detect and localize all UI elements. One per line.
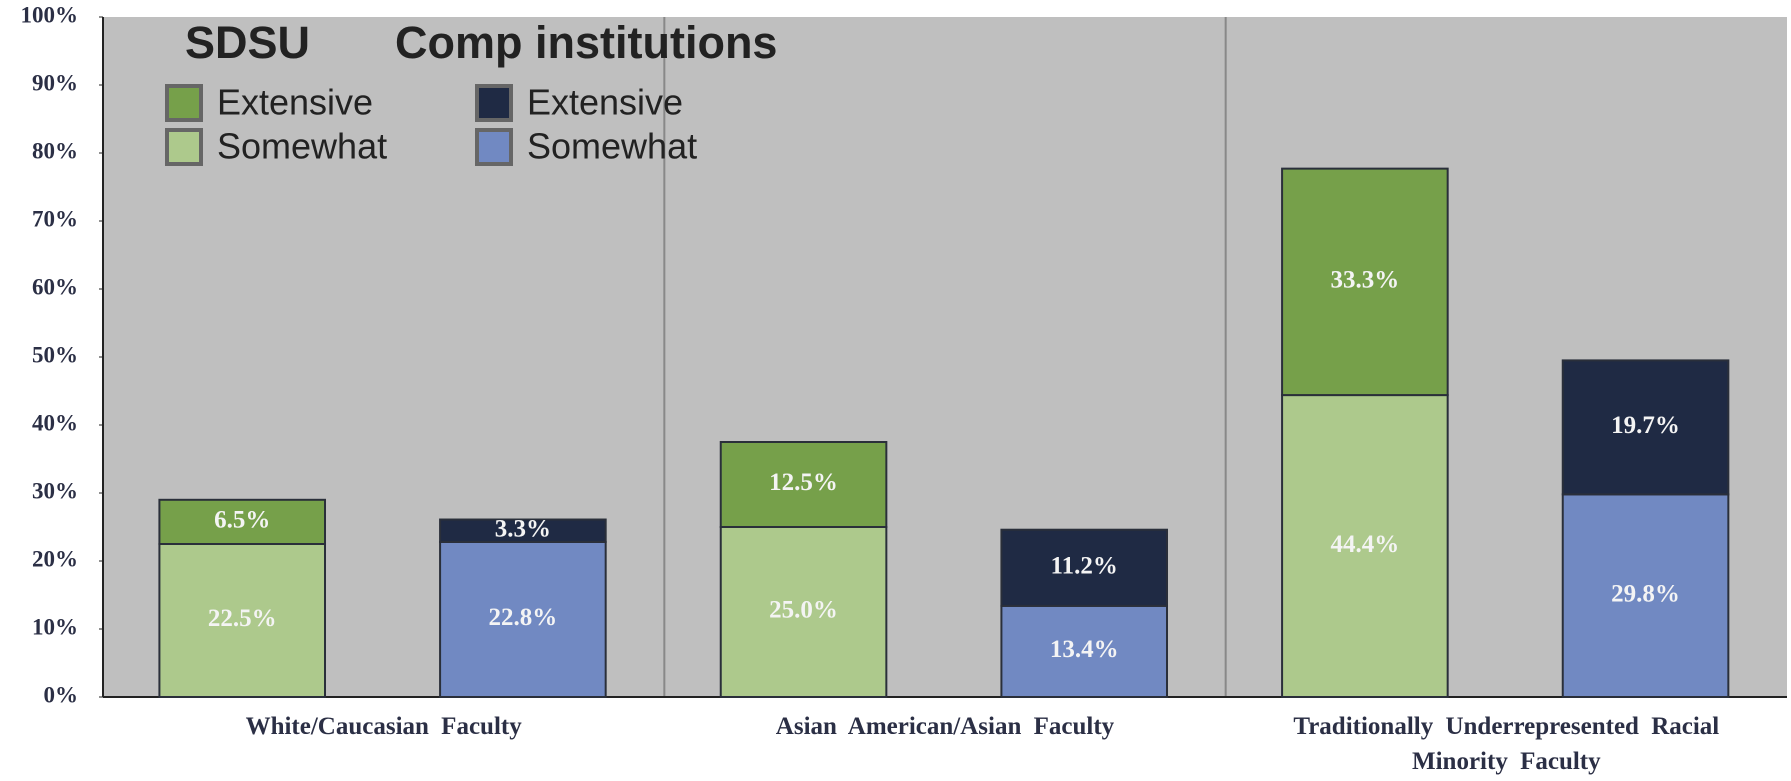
y-tick-label: 20% [32,546,78,571]
value-label: 22.8% [489,604,558,631]
value-label: 25.0% [769,597,838,624]
y-tick-label: 80% [32,138,78,163]
value-label: 33.3% [1331,267,1400,294]
value-label: 19.7% [1611,412,1680,439]
y-tick-label: 30% [32,478,78,503]
legend-header: SDSU [185,17,310,68]
bar-segment [1000,528,1169,607]
value-label: 44.4% [1331,531,1400,558]
legend-label: Somewhat [527,126,697,167]
y-tick-label: 50% [32,342,78,367]
y-tick-label: 60% [32,274,78,299]
y-tick-label: 0% [44,682,79,707]
bar-segment [1000,604,1169,699]
bar-segment [1281,394,1449,698]
legend-swatch [475,128,513,166]
y-tick-label: 10% [32,614,78,639]
legend-header: Comp institutions [395,17,777,68]
bar-segment [719,441,888,528]
value-label: 22.5% [208,605,277,632]
plot-area [103,17,1787,697]
value-label: 3.3% [495,515,551,542]
x-tick-label: Traditionally Underrepresented Racial Mi… [1293,713,1720,775]
x-tick-label: Asian American/Asian Faculty [775,713,1115,740]
x-tick-label: White/Caucasian Faculty [245,713,522,740]
legend-swatch [165,128,203,166]
y-tick-label: 40% [32,410,78,435]
bar-segment [1281,167,1449,397]
value-label: 12.5% [769,469,838,496]
legend-label: Extensive [217,82,373,123]
bar-segment [1561,493,1730,698]
value-label: 11.2% [1051,553,1118,580]
legend-label: Somewhat [217,126,387,167]
bar-segment [439,518,607,543]
value-label: 13.4% [1050,636,1119,663]
y-tick-label: 100% [21,2,79,27]
bar-segment [158,498,327,545]
legend-label: Extensive [527,82,683,123]
value-label: 6.5% [214,507,270,534]
value-label: 29.8% [1611,580,1680,607]
legend-swatch [475,84,513,122]
legend-swatch [165,84,203,122]
y-tick-label: 70% [32,206,78,231]
bar-segment [1561,359,1730,496]
y-tick-label: 90% [32,70,78,95]
